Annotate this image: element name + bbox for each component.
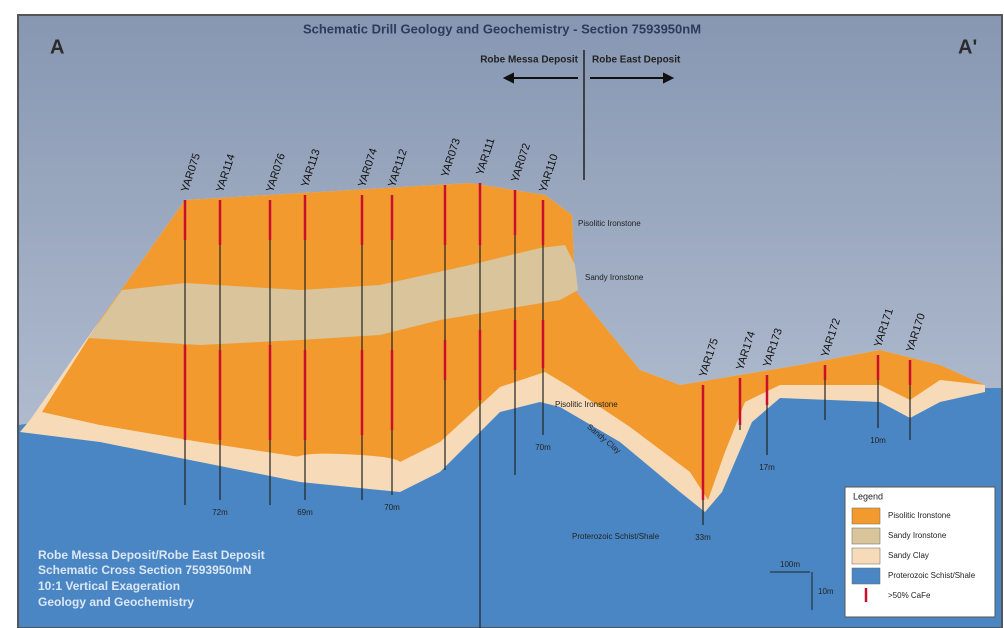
depth-label: 10m (870, 436, 886, 445)
legend-label: Sandy Ironstone (888, 531, 947, 540)
depth-label: 70m (384, 503, 400, 512)
layer-label: Pisolitic Ironstone (555, 400, 618, 409)
scale-label: 10m (818, 587, 834, 596)
legend-title: Legend (853, 491, 883, 501)
note: Geology and Geochemistry (38, 595, 194, 609)
note: Robe Messa Deposit/Robe East Deposit (38, 548, 265, 562)
scale-label: 100m (780, 560, 800, 569)
depth-label: 69m (297, 508, 313, 517)
note: Schematic Cross Section 7593950mN (38, 563, 251, 577)
deposit-east: Robe East Deposit (592, 55, 681, 66)
legend-label: >50% CaFe (888, 591, 931, 600)
cross-section: YAR075YAR11472mYAR076YAR11369mYAR074YAR1… (0, 0, 1004, 628)
title: Schematic Drill Geology and Geochemistry… (303, 21, 701, 36)
legend-swatch (852, 528, 880, 544)
legend-label: Pisolitic Ironstone (888, 511, 951, 520)
legend-swatch (852, 548, 880, 564)
note: 10:1 Vertical Exageration (38, 579, 180, 593)
legend-swatch (852, 508, 880, 524)
layer-label: Pisolitic Ironstone (578, 219, 641, 228)
section-end: A' (958, 36, 977, 58)
section-start: A (50, 36, 64, 58)
legend-label: Proterozoic Schist/Shale (888, 571, 976, 580)
depth-label: 33m (695, 533, 711, 542)
depth-label: 17m (759, 463, 775, 472)
legend-swatch (852, 568, 880, 584)
legend-label: Sandy Clay (888, 551, 929, 560)
depth-label: 72m (212, 508, 228, 517)
layer-label: Sandy Ironstone (585, 273, 644, 282)
layer-label: Proterozoic Schist/Shale (572, 532, 660, 541)
depth-label: 70m (535, 443, 551, 452)
deposit-west: Robe Messa Deposit (480, 55, 578, 66)
